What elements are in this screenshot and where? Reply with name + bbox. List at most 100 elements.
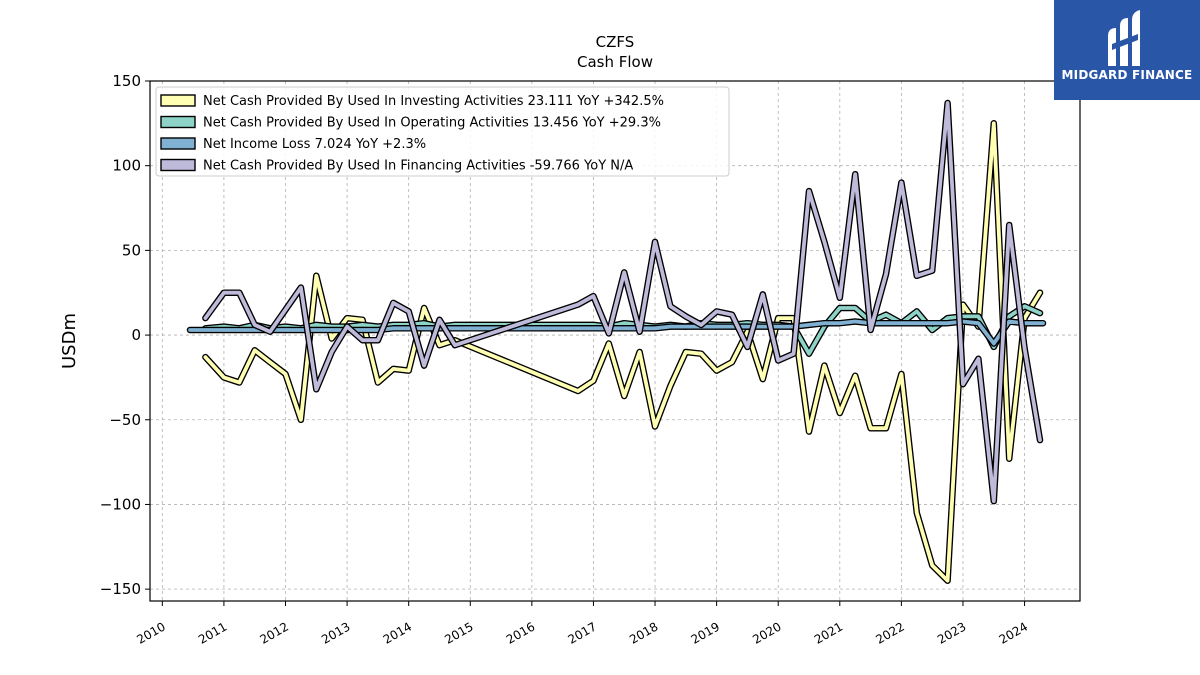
x-tick-label: 2018 — [627, 619, 660, 646]
data-point — [331, 329, 333, 331]
data-point — [577, 390, 579, 392]
legend-box — [155, 86, 730, 177]
data-point — [654, 241, 656, 243]
data-point — [900, 322, 903, 324]
data-point — [854, 375, 856, 377]
data-point — [900, 373, 903, 375]
data-point — [700, 353, 702, 355]
data-point — [854, 173, 856, 175]
x-tick-label: 2019 — [689, 619, 722, 646]
data-point — [793, 353, 795, 355]
chart-subtitle: Cash Flow — [577, 53, 653, 71]
data-point — [947, 102, 949, 104]
data-point — [654, 425, 656, 428]
x-tick-label: 2011 — [196, 619, 229, 646]
data-point — [977, 358, 980, 360]
data-point — [392, 302, 394, 304]
data-point — [254, 324, 256, 326]
data-point — [731, 314, 733, 316]
data-point — [608, 342, 610, 345]
data-point — [223, 376, 225, 378]
data-point — [685, 351, 687, 353]
data-point — [762, 326, 764, 328]
x-tick-label: 2017 — [565, 619, 598, 646]
data-point — [669, 385, 672, 387]
data-point — [204, 317, 206, 319]
data-point — [916, 310, 918, 312]
data-point — [700, 324, 702, 326]
data-point — [885, 314, 887, 316]
y-tick-label: 150 — [112, 72, 141, 90]
data-point — [885, 322, 887, 324]
brand-name: MIDGARD FINANCE — [1061, 68, 1193, 82]
data-point — [885, 427, 887, 429]
data-point — [654, 327, 656, 329]
data-point — [854, 307, 856, 309]
legend-swatch — [160, 158, 196, 172]
data-point — [916, 275, 918, 277]
data-point — [331, 351, 333, 353]
x-tick-label: 2010 — [134, 619, 167, 646]
x-tick-label: 2020 — [750, 619, 783, 646]
data-point — [1024, 317, 1026, 319]
data-point — [993, 500, 995, 502]
legend-entry: Net Cash Provided By Used In Operating A… — [160, 116, 661, 131]
data-point — [361, 339, 364, 341]
data-point — [962, 383, 964, 385]
x-tick-label: 2022 — [873, 619, 906, 646]
data-point — [947, 580, 949, 582]
data-point — [639, 331, 641, 333]
data-point — [300, 329, 302, 331]
legend-entry: Net Cash Provided By Used In Financing A… — [160, 158, 633, 174]
data-point — [423, 307, 425, 309]
y-tick-label: −50 — [109, 411, 141, 429]
data-point — [870, 329, 872, 331]
data-point — [438, 344, 441, 346]
data-point — [931, 329, 933, 331]
data-point — [839, 307, 841, 309]
data-point — [777, 317, 779, 319]
x-tick-label: 2015 — [442, 619, 475, 646]
x-tick-label: 2023 — [935, 619, 968, 646]
legend-label: Net Income Loss 7.024 YoY +2.3% — [203, 137, 426, 152]
data-point — [931, 564, 933, 567]
data-point — [331, 337, 333, 340]
data-point — [777, 359, 779, 362]
series-path — [203, 101, 1042, 504]
data-point — [189, 329, 191, 331]
data-point — [315, 275, 317, 277]
data-point — [346, 317, 348, 319]
data-point — [639, 351, 641, 353]
data-point — [808, 353, 810, 355]
data-point — [777, 326, 779, 328]
legend: Net Cash Provided By Used In Investing A… — [155, 86, 730, 177]
data-point — [808, 190, 810, 192]
data-point — [392, 327, 394, 329]
data-point — [746, 331, 749, 333]
data-point — [238, 329, 240, 331]
data-point — [1008, 320, 1010, 323]
legend-label: Net Cash Provided By Used In Investing A… — [203, 94, 664, 109]
legend-entry: Net Income Loss 7.024 YoY +2.3% — [160, 137, 426, 152]
data-point — [808, 431, 810, 433]
x-axis: 2010 2011 2012 2013 2014 2015 2016 2017 2018 2019… — [134, 601, 1030, 647]
data-point — [608, 332, 610, 334]
data-point — [284, 373, 287, 375]
y-tick-label: 100 — [112, 157, 141, 175]
data-point — [423, 322, 425, 324]
data-point — [1039, 439, 1041, 441]
data-point — [900, 182, 903, 184]
data-point — [592, 327, 595, 329]
data-point — [361, 329, 364, 331]
data-point — [916, 512, 918, 514]
data-point — [931, 322, 933, 324]
data-point — [716, 370, 718, 372]
data-point — [1039, 292, 1041, 294]
data-point — [438, 319, 441, 321]
x-tick-label: 2024 — [997, 619, 1030, 646]
data-point — [685, 315, 687, 317]
data-point — [592, 295, 595, 297]
data-point — [423, 327, 425, 329]
data-point — [731, 326, 733, 328]
data-point — [839, 412, 841, 414]
